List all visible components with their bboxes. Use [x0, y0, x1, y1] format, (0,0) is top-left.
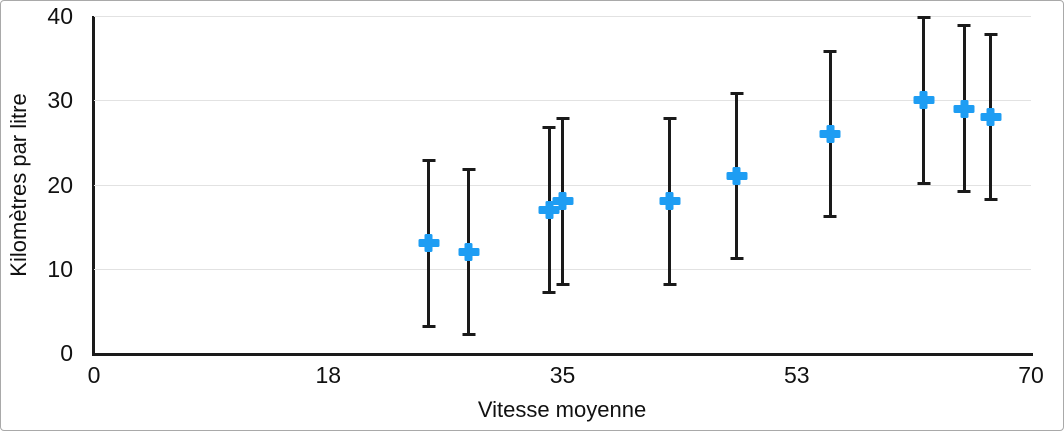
plot-area[interactable] [94, 16, 1031, 353]
x-tick-label: 35 [549, 362, 576, 388]
data-point-marker[interactable] [538, 200, 560, 219]
error-bar [422, 159, 436, 328]
x-axis-title: Vitesse moyenne [477, 397, 647, 422]
data-point-marker[interactable] [659, 192, 681, 211]
error-bar [957, 24, 971, 193]
data-point-marker[interactable] [458, 242, 480, 261]
data-point-marker[interactable] [726, 167, 747, 186]
data-point-marker[interactable] [980, 108, 1002, 127]
error-bar [556, 117, 569, 286]
x-tick-label: 18 [315, 362, 342, 388]
y-tick-label: 40 [47, 3, 73, 29]
data-point-marker[interactable] [552, 192, 573, 211]
error-bar [542, 125, 556, 295]
data-point-marker[interactable] [418, 234, 440, 253]
error-bar [462, 167, 476, 337]
y-tick-label: 0 [60, 340, 73, 366]
data-point-marker[interactable] [953, 99, 975, 118]
y-tick-label: 10 [47, 255, 73, 282]
data-point-marker[interactable] [819, 124, 841, 143]
error-bar [917, 16, 931, 185]
y-axis-line [92, 16, 95, 356]
x-axis-line [92, 353, 1033, 356]
gridline [94, 100, 1031, 102]
gridline [94, 16, 1031, 17]
data-point-marker[interactable] [913, 91, 935, 110]
x-tick-label: 70 [1018, 362, 1044, 388]
y-tick-label: 20 [47, 171, 73, 198]
error-bar [823, 49, 837, 219]
error-bar [730, 91, 743, 261]
x-tick-label: 53 [783, 362, 810, 388]
x-tick-label: 0 [87, 362, 101, 388]
y-tick-label: 30 [47, 87, 73, 114]
error-bar [663, 117, 677, 286]
error-bar [984, 32, 998, 202]
